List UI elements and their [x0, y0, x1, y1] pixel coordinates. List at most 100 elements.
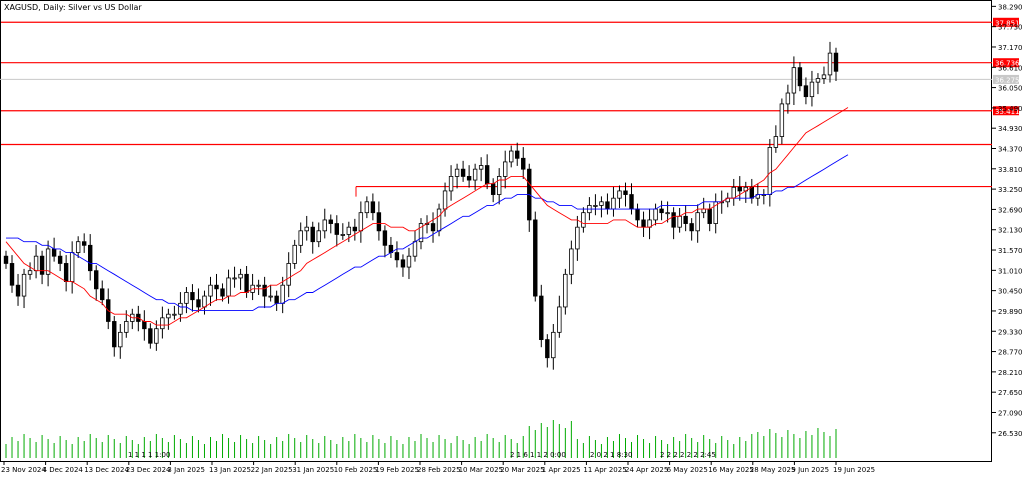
- candle-body: [45, 248, 51, 275]
- candle-body: [118, 331, 123, 348]
- candle-body: [160, 317, 165, 330]
- y-tick-label: 30.450: [998, 288, 1023, 296]
- volume-label: 2 2 2 2 2 2 2:45: [660, 451, 716, 459]
- candle-body: [448, 176, 454, 192]
- y-tick-label: 29.890: [998, 308, 1023, 316]
- y-tick-label: 34.370: [998, 146, 1023, 154]
- candle-body: [635, 208, 640, 221]
- candle-body: [382, 230, 388, 246]
- candle-body: [827, 52, 833, 76]
- candle-body: [749, 186, 754, 199]
- candle-body: [563, 273, 568, 308]
- candle-body: [322, 219, 327, 232]
- candle-body: [521, 157, 526, 170]
- y-tick-label: 35.490: [998, 105, 1023, 113]
- x-tick-label: 31 Jan 2025: [292, 466, 334, 474]
- x-tick-label: 13 Jan 2025: [209, 466, 251, 474]
- ma-slow-line: [6, 154, 849, 312]
- current-price-bg: [993, 74, 1019, 84]
- candle-body: [328, 219, 333, 224]
- candle-body: [833, 52, 839, 72]
- candle-body: [400, 259, 406, 268]
- candle-body: [292, 244, 297, 264]
- candle-body: [454, 168, 460, 177]
- x-tick-label: 22 Jan 2025: [251, 466, 293, 474]
- y-tick-label: 32.690: [998, 206, 1023, 214]
- candle-body: [605, 201, 610, 210]
- current-price-label: 36.275: [995, 76, 1020, 84]
- candle-body: [496, 176, 502, 195]
- candle-body: [418, 223, 424, 243]
- candle-body: [220, 288, 225, 297]
- candle-body: [791, 67, 797, 94]
- candle-body: [3, 255, 9, 264]
- candle-body: [767, 147, 773, 195]
- x-tick-label: 9 Jun 2025: [791, 466, 829, 474]
- candle-body: [821, 74, 827, 79]
- y-tick-label: 27.650: [998, 389, 1023, 397]
- x-tick-label: 3 Jan 2025: [167, 466, 205, 474]
- candle-body: [27, 270, 33, 275]
- candle-body: [304, 226, 309, 232]
- candle-body: [809, 81, 815, 98]
- chart-title: XAGUSD, Daily: Silver vs US Dollar: [4, 3, 142, 12]
- candle-body: [665, 212, 670, 215]
- level-label: 37.851: [995, 19, 1020, 27]
- x-tick-label: 6 May 2025: [667, 466, 708, 474]
- candle-body: [262, 284, 267, 297]
- candle-body: [484, 165, 490, 185]
- candle-body: [503, 161, 508, 177]
- x-tick-label: 10 Mar 2025: [459, 466, 503, 474]
- candle-body: [51, 248, 57, 257]
- candle-body: [466, 176, 472, 181]
- x-tick-label: 23 Dec 2024: [126, 466, 171, 474]
- candle-body: [509, 150, 514, 163]
- candle-body: [737, 186, 742, 192]
- candle-body: [683, 215, 688, 224]
- candle-body: [785, 92, 791, 105]
- x-tick-label: 16 May 2025: [708, 466, 754, 474]
- candle-body: [148, 328, 153, 344]
- candle-body: [671, 212, 676, 228]
- candle-body: [677, 215, 682, 228]
- candle-body: [779, 103, 785, 137]
- candle-body: [310, 226, 315, 243]
- candle-body: [346, 226, 352, 235]
- candle-body: [298, 230, 303, 246]
- volume-label: 1 1 1 1 1:00: [128, 451, 170, 459]
- y-tick-label: 36.050: [998, 85, 1023, 93]
- level-label: 36.736: [995, 60, 1020, 68]
- candle-body: [172, 313, 177, 316]
- volume-label: 2 1 6 1 1 2 0:00: [510, 451, 566, 459]
- candle-body: [689, 223, 694, 232]
- candle-body: [731, 186, 736, 199]
- candle-body: [238, 273, 243, 279]
- candle-body: [617, 190, 622, 199]
- candle-body: [21, 273, 27, 297]
- x-tick-label: 11 Apr 2025: [583, 466, 626, 474]
- y-tick-label: 28.210: [998, 369, 1023, 377]
- candle-body: [340, 234, 346, 236]
- candle-body: [472, 168, 478, 181]
- candle-body: [184, 292, 189, 304]
- y-tick-label: 29.330: [998, 328, 1023, 336]
- x-tick-label: 13 Dec 2024: [84, 466, 129, 474]
- candle-body: [142, 321, 147, 330]
- volume-label: 2 0 2 1 8:30: [590, 451, 632, 459]
- candle-body: [214, 284, 219, 290]
- candle-body: [63, 263, 69, 282]
- candle-body: [69, 252, 75, 282]
- candle-body: [124, 321, 129, 333]
- candle-body: [208, 284, 213, 297]
- y-tick-label: 26.530: [998, 430, 1023, 438]
- candle-body: [352, 226, 358, 232]
- y-tick-label: 33.810: [998, 166, 1023, 174]
- candle-body: [436, 208, 442, 232]
- candle-body: [611, 197, 616, 210]
- candle-body: [100, 288, 105, 301]
- candle-body: [653, 208, 658, 221]
- level-label-bg: [993, 58, 1019, 68]
- candle-body: [803, 85, 809, 98]
